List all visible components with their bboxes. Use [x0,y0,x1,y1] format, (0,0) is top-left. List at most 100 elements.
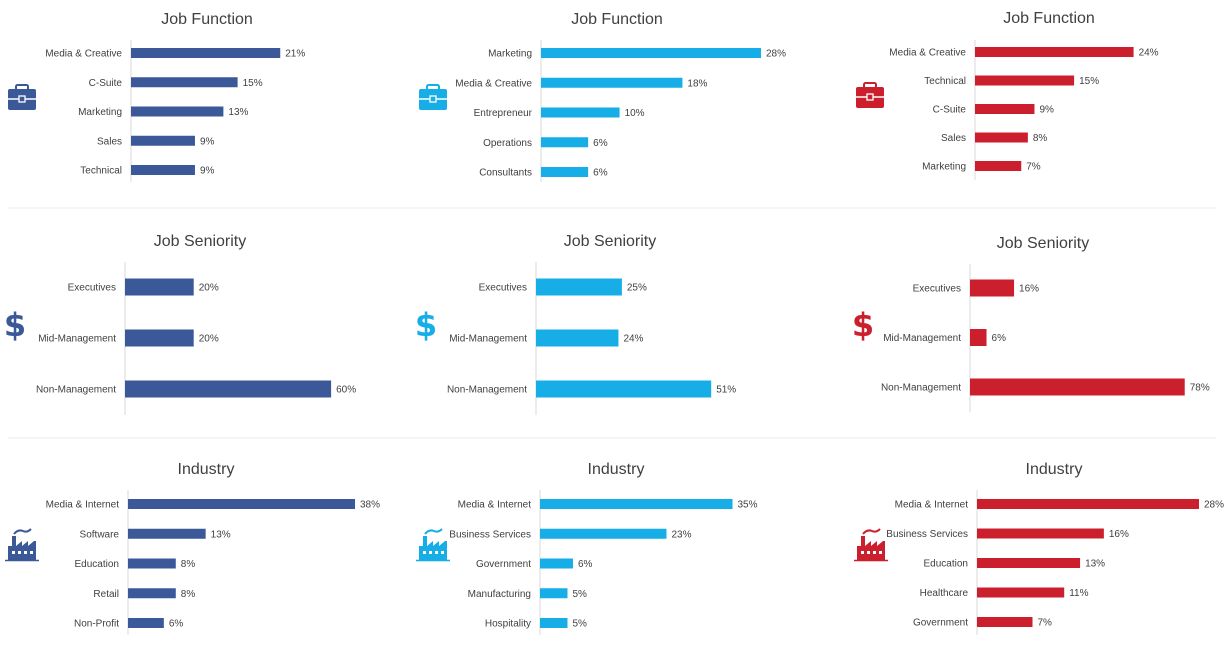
bar [536,329,619,347]
category-label: Software [80,529,120,540]
bar [128,499,355,509]
bar [977,558,1081,568]
chart-title: Job Function [1003,10,1095,27]
briefcase-icon [856,82,884,108]
category-label: Retail [93,589,119,600]
category-label: Mid-Management [38,334,116,345]
bar [975,75,1075,86]
category-label: Media & Creative [455,78,532,89]
bar [975,132,1028,143]
value-label: 5% [573,619,588,630]
value-label: 15% [1079,76,1099,87]
category-label: Executives [913,284,961,295]
value-label: 35% [738,500,758,511]
bar [975,161,1022,171]
bar [970,279,1015,297]
chart-panel: Job Seniority $ Executives 20% Mid-Managemen… [4,233,356,415]
chart-panel: Industry Media & Internet 28% Business Serv… [854,461,1224,635]
value-label: 9% [1039,105,1054,116]
bar [541,107,620,118]
category-label: Marketing [922,162,966,173]
value-label: 28% [1204,500,1224,511]
chart-panel: Job Seniority $ Executives 25% Mid-Managemen… [415,233,736,415]
category-label: Sales [941,133,966,144]
bar [128,528,206,539]
svg-text:$: $ [4,306,26,344]
charts-group: Job Function Media & Creative 21% C-Suite 15… [4,10,1224,635]
value-label: 78% [1190,383,1210,394]
value-label: 21% [285,49,305,60]
bar [975,47,1134,57]
category-label: Education [924,559,968,570]
svg-text:$: $ [415,306,437,344]
category-label: Technical [924,76,966,87]
category-label: Healthcare [920,588,969,599]
category-label: Media & Creative [889,48,966,59]
bar [131,77,238,88]
briefcase-icon [8,84,36,110]
category-label: Operations [483,138,532,149]
bar [536,380,712,398]
chart-title: Job Seniority [997,235,1090,252]
bar [128,618,164,628]
bar [977,499,1199,509]
value-label: 9% [200,136,215,147]
bar [540,588,568,599]
dollar-icon: $ [852,306,874,344]
value-label: 28% [766,49,786,60]
value-label: 7% [1026,162,1041,173]
bar [970,378,1185,396]
factory-icon [5,528,39,562]
category-label: Mid-Management [883,333,961,344]
factory-icon [854,528,888,562]
value-label: 6% [992,333,1007,344]
value-label: 20% [199,334,219,345]
category-label: Sales [97,136,122,147]
value-label: 6% [593,168,608,179]
bar [975,104,1035,114]
category-label: Government [476,559,531,570]
bar [540,618,568,628]
dollar-icon: $ [415,306,437,344]
value-label: 38% [360,500,380,511]
category-label: Media & Internet [458,500,532,511]
chart-panel: Job Function Media & Creative 24% Technical… [856,10,1159,180]
bar [125,278,194,296]
bar [536,278,622,296]
value-label: 15% [243,78,263,89]
value-label: 8% [181,589,196,600]
value-label: 20% [199,283,219,294]
bar [128,558,176,569]
category-label: Non-Management [36,385,116,396]
bar [541,48,761,58]
chart-title: Job Seniority [154,233,247,250]
category-label: Manufacturing [468,589,531,600]
category-label: Hospitality [485,619,531,630]
value-label: 13% [228,107,248,118]
value-label: 9% [200,166,215,177]
value-label: 11% [1069,588,1088,599]
chart-title: Industry [588,461,645,478]
briefcase-icon [419,84,447,110]
value-label: 8% [181,559,196,570]
value-label: 13% [211,529,231,540]
category-label: Non-Profit [74,619,119,630]
bar [541,77,683,88]
category-label: Technical [80,166,122,177]
value-label: 24% [623,334,643,345]
factory-icon [416,528,450,562]
value-label: 25% [627,283,647,294]
category-label: Media & Creative [45,49,122,60]
bar [125,329,194,347]
bar [540,558,573,569]
value-label: 6% [593,138,608,149]
bar [131,106,224,117]
category-label: Government [913,618,968,629]
bar [977,617,1033,627]
value-label: 6% [169,619,184,630]
bar [540,499,733,509]
bar [541,137,589,148]
chart-panel: Job Function Marketing 28% Media & Creative… [419,11,786,182]
bar [131,48,281,58]
